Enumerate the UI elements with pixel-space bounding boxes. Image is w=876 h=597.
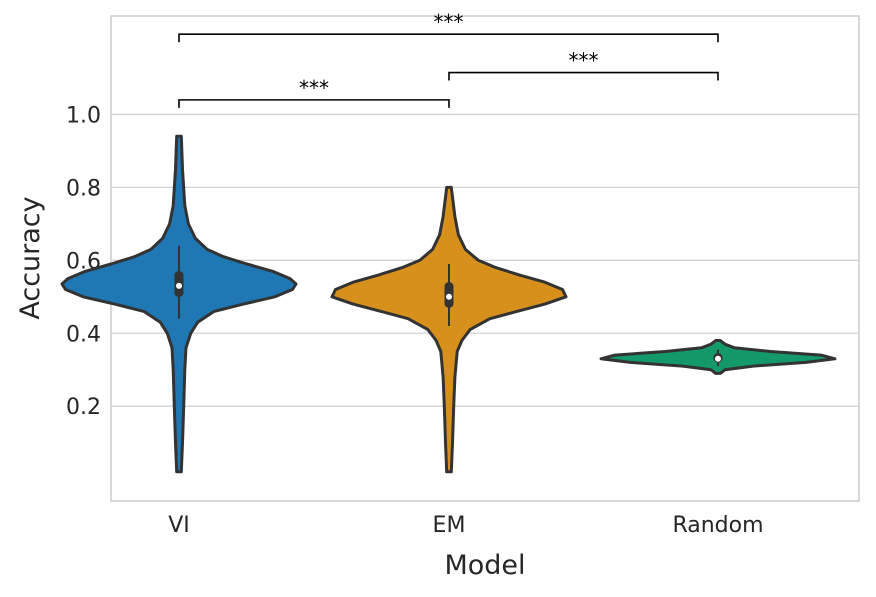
significance-bracket [178, 33, 719, 43]
x-tick-label: VI [168, 513, 190, 538]
x-axis-title: Model [444, 550, 525, 581]
y-tick-label: 0.8 [66, 176, 101, 201]
median-dot-em [446, 293, 452, 300]
violin-em [330, 185, 568, 474]
y-axis-ticks: 0.20.40.60.81.0 [66, 103, 101, 420]
x-axis-ticks: VI EM Random [168, 513, 763, 538]
inner-boxplots [174, 245, 723, 367]
x-tick-label: EM [433, 513, 466, 538]
significance-label: *** [299, 76, 329, 100]
x-tick-label: Random [672, 513, 763, 538]
y-axis-title: Accuracy [15, 196, 46, 319]
grid-lines [111, 113, 859, 407]
significance-label: *** [569, 49, 599, 73]
significance-label: *** [434, 10, 464, 34]
median-dot-random [715, 355, 721, 362]
significance-bracket [178, 99, 450, 108]
significance-brackets: *** *** *** [178, 10, 719, 108]
significance-bracket [448, 71, 719, 81]
y-tick-label: 0.4 [66, 322, 101, 347]
y-tick-label: 1.0 [66, 103, 101, 128]
median-dot-vi [176, 282, 182, 289]
y-tick-label: 0.2 [66, 395, 101, 420]
plot-frame [110, 15, 860, 502]
